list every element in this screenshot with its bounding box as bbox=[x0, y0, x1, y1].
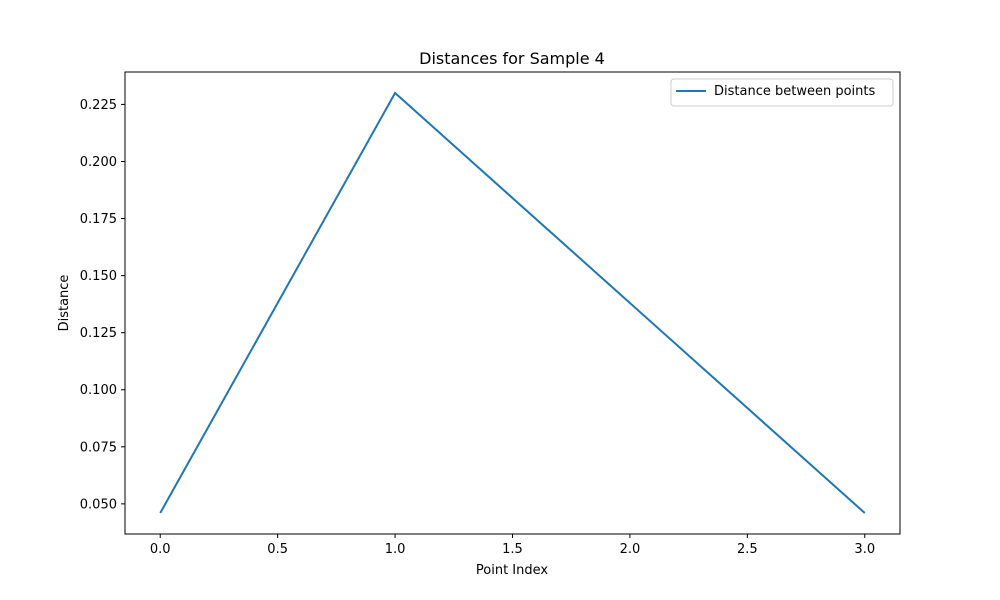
series-layer bbox=[159, 91, 866, 514]
legend: Distance between points bbox=[670, 78, 894, 107]
y-tick-label: 0.100 bbox=[80, 383, 117, 398]
x-tick-label: 0.5 bbox=[267, 542, 288, 557]
chart-title: Distances for Sample 4 bbox=[419, 49, 605, 68]
x-tick-label: 3.0 bbox=[854, 542, 875, 557]
y-tick-label: 0.225 bbox=[80, 98, 117, 113]
y-axis-label: Distance bbox=[57, 275, 72, 332]
y-axis-ticks: 0.050 0.075 0.100 0.125 0.150 0.175 0.200 0.225 bbox=[80, 98, 125, 512]
x-tick-label: 0.0 bbox=[150, 542, 171, 557]
y-tick-label: 0.050 bbox=[80, 497, 117, 512]
y-tick-label: 0.150 bbox=[80, 269, 117, 284]
y-tick-label: 0.200 bbox=[80, 155, 117, 170]
y-tick-label: 0.075 bbox=[80, 440, 117, 455]
series-line-0 bbox=[159, 91, 866, 514]
y-tick-label: 0.125 bbox=[80, 326, 117, 341]
x-tick-label: 2.0 bbox=[620, 542, 641, 557]
x-axis-label: Point Index bbox=[476, 563, 549, 578]
x-tick-label: 1.5 bbox=[502, 542, 523, 557]
legend-label: Distance between points bbox=[714, 84, 875, 99]
x-tick-label: 2.5 bbox=[737, 542, 758, 557]
y-tick-label: 0.175 bbox=[80, 212, 117, 227]
plot-frame bbox=[124, 71, 901, 535]
legend-box bbox=[670, 78, 894, 107]
x-tick-label: 1.0 bbox=[385, 542, 406, 557]
x-axis-ticks: 0.0 0.5 1.0 1.5 2.0 2.5 3.0 bbox=[150, 534, 875, 557]
plot-area bbox=[125, 72, 900, 534]
